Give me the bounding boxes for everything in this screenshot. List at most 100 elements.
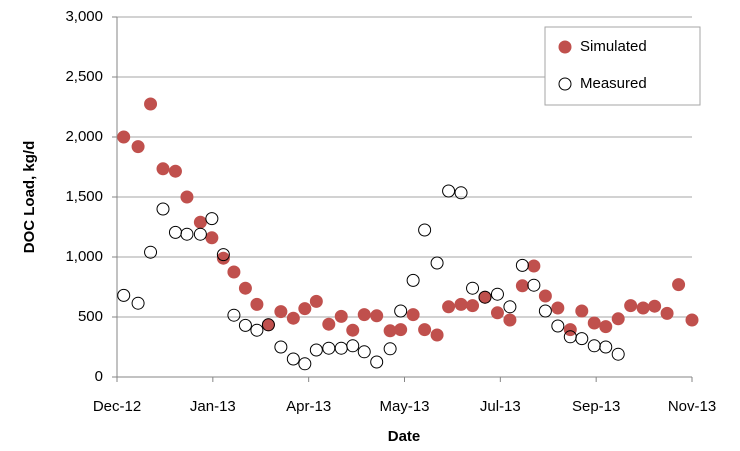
point: [660, 306, 674, 320]
y-tick-label: 1,500: [65, 188, 103, 205]
point: [250, 323, 264, 337]
point: [551, 319, 565, 333]
legend-marker: [558, 40, 572, 54]
point: [131, 296, 145, 310]
point: [466, 299, 480, 313]
point: [193, 227, 207, 241]
point: [117, 130, 131, 144]
point: [527, 278, 541, 292]
point: [322, 317, 336, 331]
x-tick-label: Jul-13: [480, 398, 521, 415]
point: [168, 164, 182, 178]
legend-box: [544, 26, 701, 106]
point: [515, 279, 529, 293]
point: [503, 313, 517, 327]
point: [599, 320, 613, 334]
point: [624, 299, 638, 313]
point: [515, 258, 529, 272]
point: [205, 231, 219, 245]
legend-label: Measured: [580, 75, 647, 92]
point: [238, 281, 252, 295]
point: [442, 300, 456, 314]
y-tick-label: 3,000: [65, 8, 103, 25]
point: [274, 305, 288, 319]
x-tick-label: May-13: [379, 398, 429, 415]
y-axis-label: DOC Load, kg/d: [21, 141, 38, 254]
point: [193, 215, 207, 229]
point: [309, 343, 323, 357]
point: [370, 355, 384, 369]
x-tick-label: Dec-12: [93, 398, 141, 415]
point: [383, 342, 397, 356]
x-axis-label: Date: [388, 428, 421, 445]
point: [357, 345, 371, 359]
x-tick-label: Nov-13: [668, 398, 716, 415]
legend-label: Simulated: [580, 38, 647, 55]
point: [648, 299, 662, 313]
point: [442, 184, 456, 198]
point: [156, 162, 170, 176]
point: [587, 316, 601, 330]
point: [298, 302, 312, 316]
point: [503, 300, 517, 314]
point: [180, 227, 194, 241]
point: [466, 281, 480, 295]
point: [144, 97, 158, 111]
point: [131, 140, 145, 154]
point: [227, 265, 241, 279]
point: [538, 289, 552, 303]
point: [587, 339, 601, 353]
point: [575, 304, 589, 318]
point: [286, 352, 300, 366]
point: [478, 290, 492, 304]
point: [611, 347, 625, 361]
point: [418, 323, 432, 337]
point: [346, 323, 360, 337]
point: [168, 225, 182, 239]
point: [117, 288, 131, 302]
legend-marker: [558, 77, 572, 91]
point: [334, 341, 348, 355]
point: [298, 357, 312, 371]
point: [551, 301, 565, 315]
x-tick-label: Jan-13: [190, 398, 236, 415]
point: [406, 308, 420, 322]
point: [250, 297, 264, 311]
point: [261, 318, 275, 332]
point: [357, 308, 371, 322]
point: [370, 309, 384, 323]
point: [334, 309, 348, 323]
x-tick-label: Apr-13: [286, 398, 331, 415]
point: [216, 251, 230, 265]
x-tick-label: Sep-13: [572, 398, 620, 415]
point: [216, 248, 230, 262]
point: [286, 311, 300, 325]
point: [430, 256, 444, 270]
point: [406, 273, 420, 287]
point: [430, 328, 444, 342]
point: [394, 323, 408, 337]
point: [322, 341, 336, 355]
y-tick-label: 0: [95, 368, 103, 385]
point: [346, 339, 360, 353]
point: [205, 212, 219, 226]
y-tick-label: 500: [78, 308, 103, 325]
point: [180, 190, 194, 204]
point: [274, 340, 288, 354]
point: [538, 304, 552, 318]
y-tick-label: 1,000: [65, 248, 103, 265]
point: [527, 259, 541, 273]
point: [394, 304, 408, 318]
point: [144, 245, 158, 259]
point: [238, 318, 252, 332]
point: [685, 313, 699, 327]
y-tick-label: 2,500: [65, 68, 103, 85]
y-tick-label: 2,000: [65, 128, 103, 145]
point: [563, 323, 577, 337]
point: [418, 223, 432, 237]
point: [636, 301, 650, 315]
point: [599, 340, 613, 354]
point: [309, 294, 323, 308]
point: [227, 308, 241, 322]
point: [454, 186, 468, 200]
